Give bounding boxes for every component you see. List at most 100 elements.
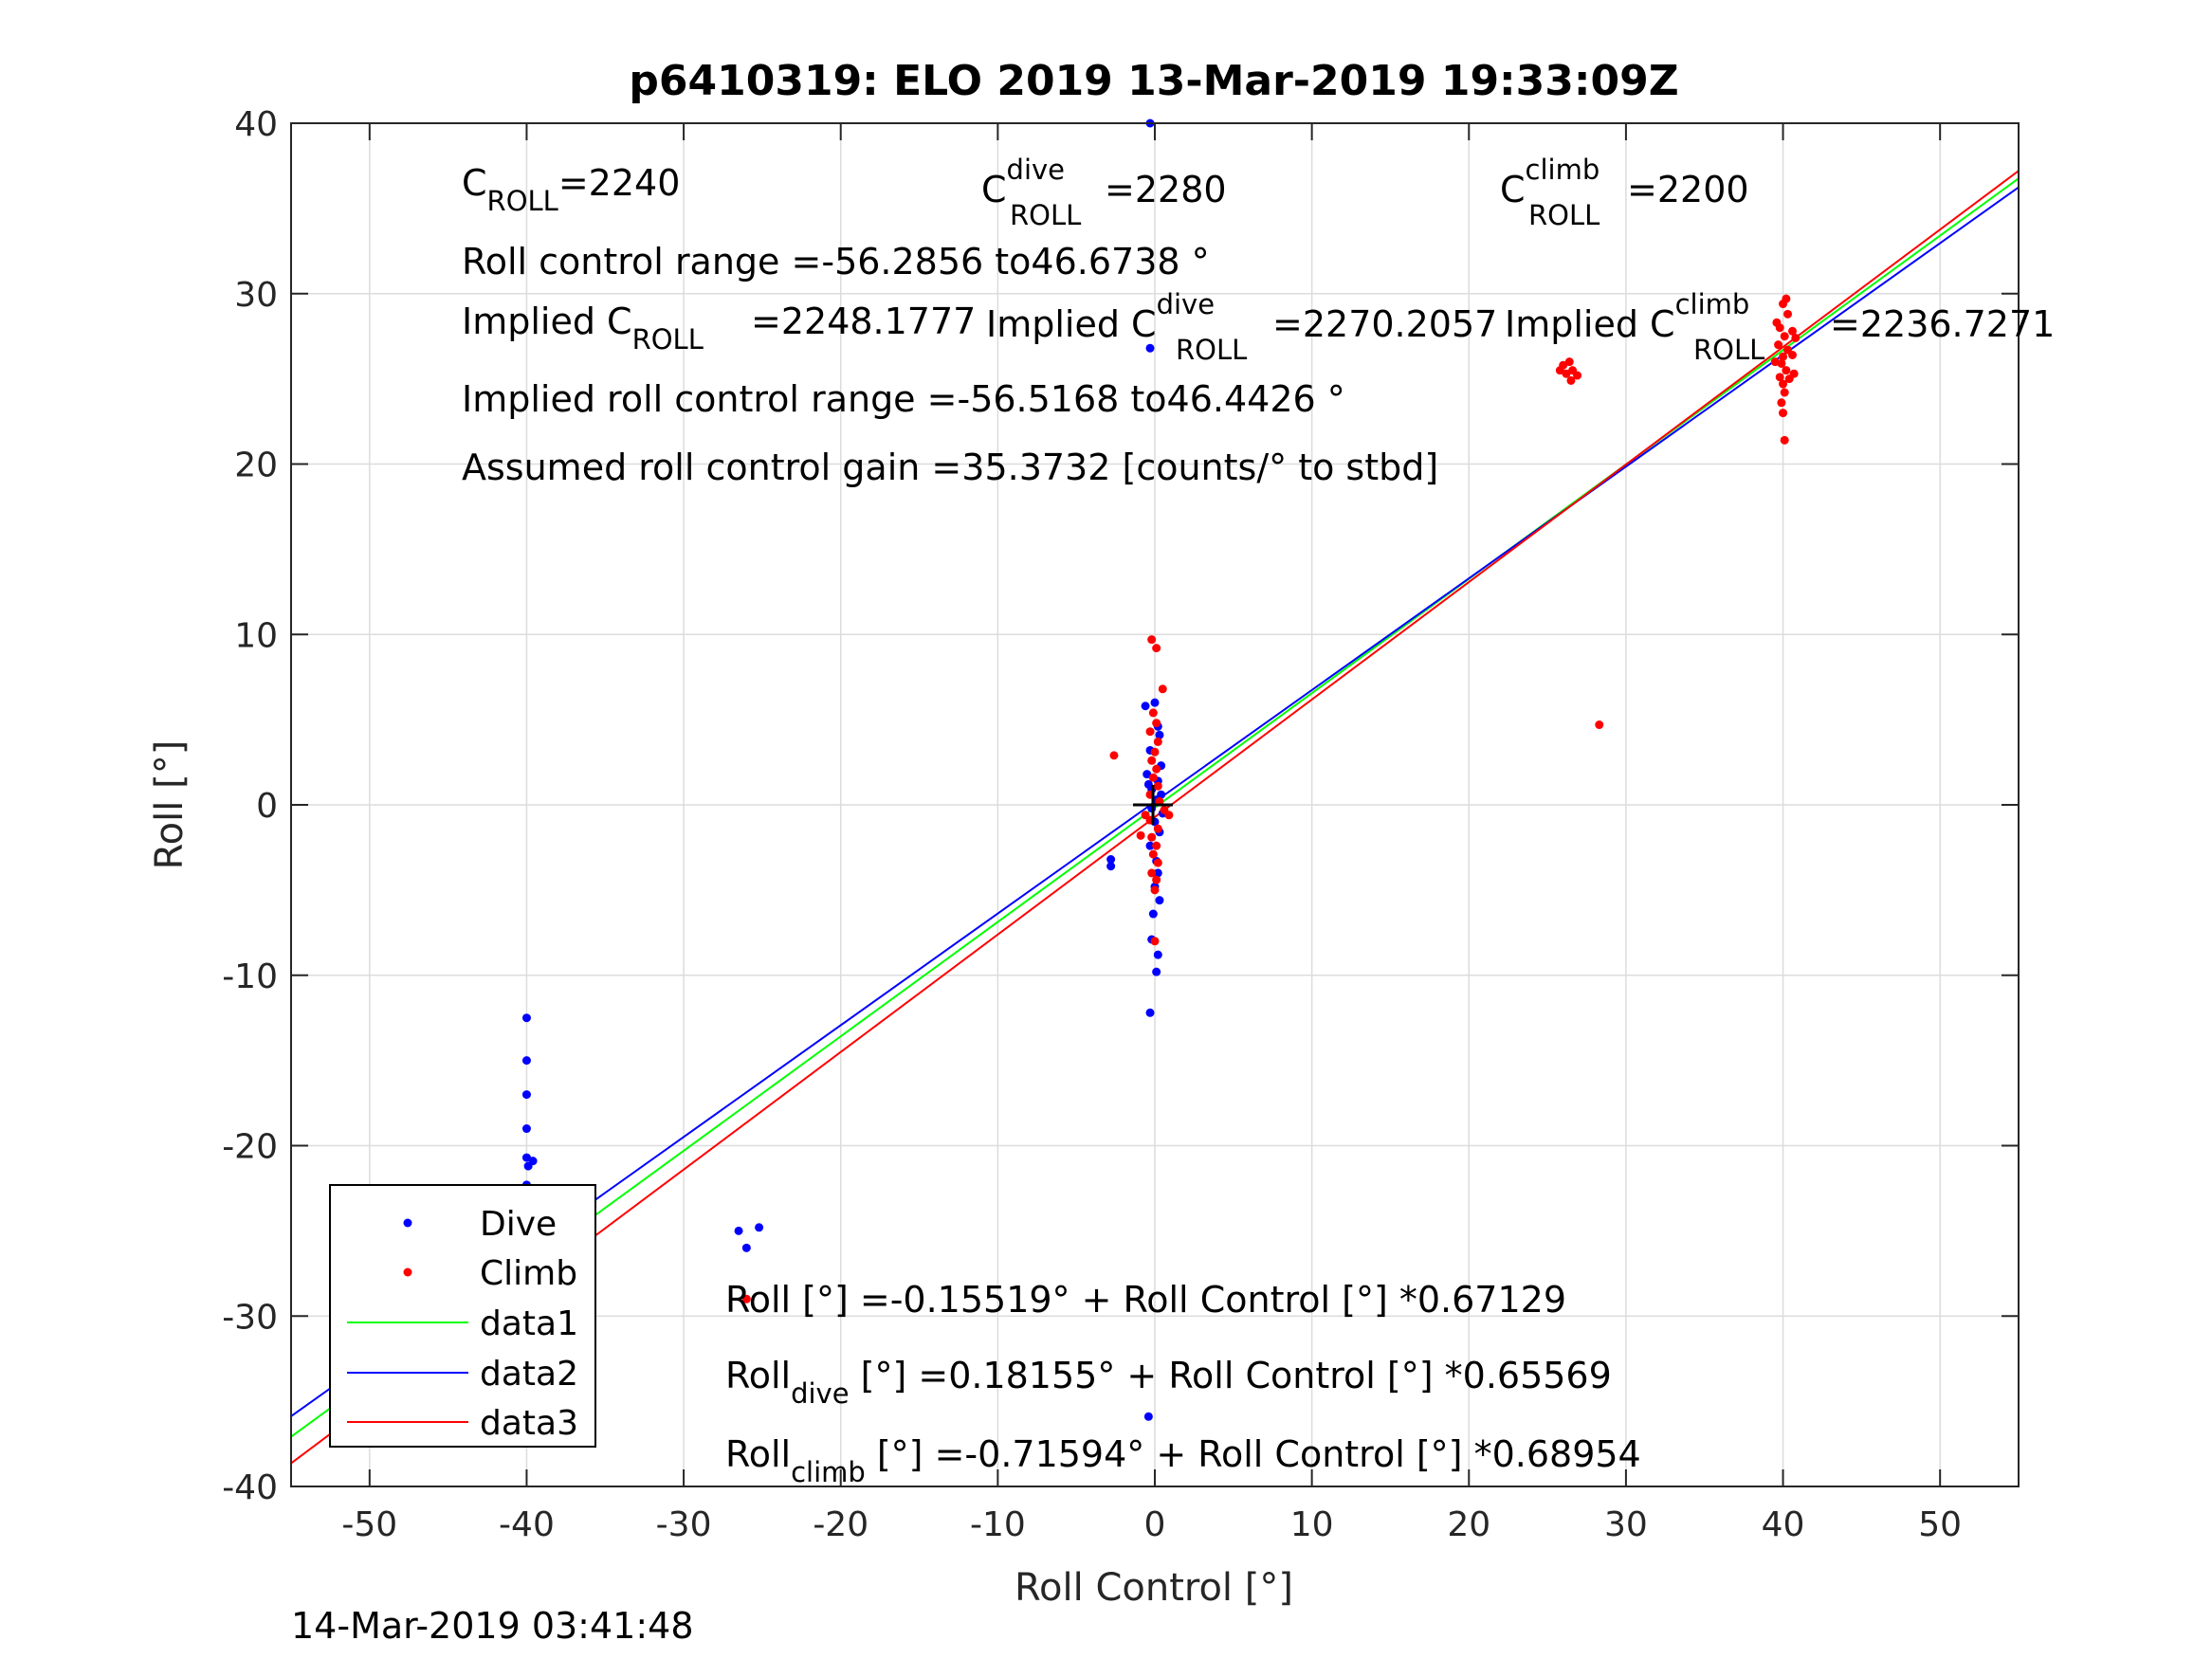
x-tick-label: -40 xyxy=(499,1505,555,1544)
implied-range-annotation: Implied roll control range =-56.5168 to4… xyxy=(462,378,1345,420)
climb-point xyxy=(1787,350,1797,359)
y-tick-label: -10 xyxy=(222,957,278,996)
climb-point xyxy=(1784,374,1794,384)
climb-point xyxy=(1145,727,1155,737)
dive-point xyxy=(741,1243,751,1252)
x-axis-label: Roll Control [°] xyxy=(1015,1566,1293,1610)
data1-legend-label: data1 xyxy=(480,1304,578,1343)
y-axis-label: Roll [°] xyxy=(148,740,192,870)
climb-point xyxy=(1148,708,1158,718)
y-tick-label: -40 xyxy=(222,1468,278,1507)
implied-c-roll-climb-annotation: Implied Cclimb ROLL=2236.7271 xyxy=(1505,288,2055,366)
climb-point xyxy=(1779,352,1788,361)
y-tick-label: 40 xyxy=(234,105,278,144)
c-roll-dive-annotation: Cdive ROLL=2280 xyxy=(981,154,1227,231)
dive-point xyxy=(1145,1008,1155,1017)
fit-equation-all: Roll [°] =-0.15519° + Roll Control [°] *… xyxy=(725,1279,1566,1321)
climb-point xyxy=(1153,858,1162,867)
dive-point xyxy=(1155,730,1164,739)
x-tick-label: -30 xyxy=(656,1505,712,1544)
climb-point xyxy=(1152,719,1161,728)
dive-point xyxy=(1153,868,1162,878)
climb-point xyxy=(1153,781,1162,791)
climb-point xyxy=(1153,737,1162,746)
gain-annotation: Assumed roll control gain =35.3732 [coun… xyxy=(462,447,1438,488)
x-tick-label: 30 xyxy=(1604,1505,1648,1544)
climb-point xyxy=(1775,323,1784,333)
climb-point xyxy=(1791,333,1801,342)
timestamp: 14-Mar-2019 03:41:48 xyxy=(291,1605,694,1647)
y-tick-label: 30 xyxy=(234,276,278,315)
y-tick-label: -20 xyxy=(222,1128,278,1167)
annotations: CROLL=2240 Cdive ROLL=2280 Cclimb ROLL=220… xyxy=(462,154,2055,1488)
y-tick-label: -30 xyxy=(222,1298,278,1337)
climb-point xyxy=(1153,824,1162,833)
plot-frame xyxy=(290,122,2020,1487)
climb-point xyxy=(1136,830,1145,840)
chart-title: p6410319: ELO 2019 13-Mar-2019 19:33:09Z xyxy=(629,57,1678,105)
dive-point xyxy=(521,1013,531,1023)
climb-legend-label: Climb xyxy=(480,1254,577,1293)
climb-point xyxy=(1147,635,1157,645)
dive-point xyxy=(521,1153,531,1162)
climb-point xyxy=(1780,332,1789,341)
data3-legend-label: data3 xyxy=(480,1404,578,1443)
x-tick-label: 0 xyxy=(1144,1505,1166,1544)
data2-legend-label: data2 xyxy=(480,1355,578,1394)
x-tick-label: -10 xyxy=(970,1505,1026,1544)
dive-point xyxy=(1145,343,1155,353)
climb-point xyxy=(1152,841,1161,850)
climb-point xyxy=(741,1294,751,1304)
dive-point xyxy=(1145,841,1155,850)
axis-ticks xyxy=(291,122,2019,1487)
x-tick-label: 10 xyxy=(1290,1505,1334,1544)
climb-legend-marker xyxy=(403,1267,412,1277)
dive-point xyxy=(521,1090,531,1100)
climb-point xyxy=(1158,684,1167,694)
legend-box xyxy=(329,1184,596,1448)
climb-point xyxy=(1109,751,1119,760)
x-tick-label: -50 xyxy=(341,1505,397,1544)
climb-point xyxy=(1782,294,1791,303)
climb-point xyxy=(1566,375,1576,385)
roll-range-annotation: Roll control range =-56.2856 to46.6738 ° xyxy=(462,241,1210,283)
implied-c-roll-annotation: Implied CROLL =2248.1777 xyxy=(462,301,976,356)
y-tick-label: 10 xyxy=(234,616,278,655)
c-roll-climb-annotation: Cclimb ROLL=2200 xyxy=(1500,154,1749,231)
implied-c-roll-dive-annotation: Implied Cdive ROLL=2270.2057 xyxy=(986,288,1497,366)
climb-point xyxy=(1148,849,1158,859)
climb-point xyxy=(1147,756,1157,765)
climb-point xyxy=(1595,720,1604,730)
climb-point xyxy=(1150,937,1160,946)
climb-point xyxy=(1783,309,1793,319)
climb-point xyxy=(1152,644,1161,653)
dive-point xyxy=(521,1056,531,1066)
legend-items: Dive Climb data1 data2 data3 xyxy=(347,1205,578,1443)
legend: Dive Climb data1 data2 data3 xyxy=(329,1184,596,1448)
climb-point xyxy=(1141,811,1150,820)
dive-point xyxy=(521,1124,531,1134)
dive-point xyxy=(1106,862,1116,871)
climb-point xyxy=(1147,868,1157,878)
climb-point xyxy=(1148,773,1158,782)
y-tick-label: 20 xyxy=(234,447,278,485)
climb-point xyxy=(1779,409,1788,418)
dive-legend-label: Dive xyxy=(480,1205,557,1244)
dive-point xyxy=(734,1226,743,1235)
x-tick-label: 40 xyxy=(1762,1505,1805,1544)
dive-point xyxy=(1143,770,1152,779)
dive-point xyxy=(1143,1412,1153,1421)
climb-point xyxy=(1152,875,1161,884)
tick-labels: -50 -40 -30 -20 -10 0 10 20 30 40 50 -40 -30 -20 -10 0 1… xyxy=(222,105,1962,1544)
climb-point xyxy=(1782,366,1791,375)
climb-point xyxy=(1147,832,1157,842)
climb-point xyxy=(1555,366,1564,375)
dive-legend-marker xyxy=(403,1218,412,1228)
dive-point xyxy=(1148,909,1158,919)
dive-point xyxy=(1155,896,1164,905)
c-roll-annotation: CROLL=2240 xyxy=(462,162,680,217)
climb-point xyxy=(1777,398,1786,408)
fit-equation-dive: Rolldive [°] =0.18155° + Roll Control [°… xyxy=(725,1355,1612,1410)
climb-point xyxy=(1775,373,1784,382)
climb-point xyxy=(1779,379,1788,389)
